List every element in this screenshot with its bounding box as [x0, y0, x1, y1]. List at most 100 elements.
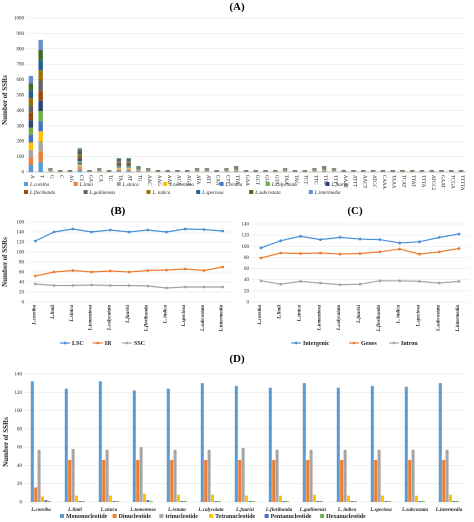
- bar: [37, 449, 41, 502]
- y-tick-label: 40: [17, 464, 23, 469]
- x-tick-label: TAAA: [391, 175, 396, 189]
- chart-d: (D) Number of SSRs 0 20 40 60 80 100 120 140 L.c…: [2, 353, 466, 520]
- bar: [64, 388, 68, 502]
- data-point: [52, 284, 56, 287]
- data-point: [165, 268, 168, 272]
- y-tick-label: 600: [17, 78, 25, 83]
- bar: [68, 459, 72, 502]
- bar: [353, 501, 357, 502]
- x-tick-label: L.coreiba: [30, 508, 51, 513]
- bar-segment: [126, 163, 131, 165]
- legend-label: L.subcostata: [254, 191, 281, 196]
- legend-label: L.speciosa: [201, 191, 224, 196]
- y-tick-label: 0: [22, 301, 25, 306]
- data-point: [165, 286, 168, 290]
- y-tick-label: 700: [17, 63, 25, 68]
- bar-segment: [28, 157, 34, 165]
- data-point: [299, 279, 302, 283]
- y-tick-label: 300: [17, 124, 25, 129]
- x-tick-label: AAT: [166, 175, 171, 185]
- y-tick-label: 140: [15, 373, 23, 378]
- data-point: [398, 247, 402, 251]
- data-point: [457, 232, 461, 236]
- y-tick-label: 800: [17, 47, 25, 52]
- y-tick-label: 80: [244, 256, 250, 261]
- bar-segment: [77, 149, 82, 152]
- data-point: [90, 230, 93, 234]
- bar-segment: [116, 157, 122, 160]
- x-tick-label: L.calycaiata: [107, 305, 112, 332]
- bar-segment: [38, 70, 43, 81]
- bar: [251, 501, 255, 502]
- legend-swatch: [73, 182, 78, 186]
- x-tick-label: L.renata: [167, 508, 186, 513]
- x-tick-label: AG: [68, 175, 73, 183]
- x-tick-label: L.guilinensis: [299, 508, 327, 513]
- bar-segment: [116, 169, 122, 171]
- x-tick-label: L.limii: [51, 304, 56, 319]
- data-point: [33, 282, 37, 286]
- bar: [41, 496, 44, 502]
- x-tick-label: TA: [117, 175, 122, 182]
- data-point: [202, 269, 206, 272]
- x-tick-label: TC: [107, 175, 112, 182]
- x-tick-label: L.coreiba: [32, 305, 37, 326]
- bar: [438, 383, 442, 502]
- bar: [139, 447, 143, 502]
- bar-segment: [77, 147, 82, 150]
- y-tick-label: 100: [15, 409, 23, 414]
- data-point: [418, 252, 421, 256]
- x-tick-label: L.intermedia: [435, 508, 463, 513]
- bar: [177, 494, 180, 502]
- legend-marker: [392, 341, 396, 345]
- data-point: [71, 227, 75, 231]
- x-tick-label: L.sinica: [298, 305, 303, 323]
- bar-segment: [126, 170, 131, 172]
- legend-label: L.sinica: [122, 183, 139, 188]
- bar-segment: [28, 120, 34, 128]
- legend-label: L.limii: [79, 183, 94, 188]
- bar: [109, 495, 112, 502]
- bar-segment: [77, 151, 82, 154]
- bar-segment: [126, 166, 131, 168]
- legend-label: L.tomentosa: [168, 183, 194, 188]
- x-tick-label: ATA: [195, 175, 200, 185]
- bar-segment: [77, 155, 82, 158]
- x-tick-label: L.speciosa: [369, 508, 392, 513]
- bar-segment: [28, 105, 34, 113]
- bar-segment: [116, 161, 122, 163]
- bar-segment: [116, 164, 122, 166]
- panel-b-label: (B): [111, 205, 126, 217]
- y-tick-label: 60: [19, 271, 25, 276]
- bar: [306, 459, 310, 502]
- bar: [411, 449, 415, 502]
- x-tick-label: TTA: [234, 175, 239, 185]
- x-tick-label: TTC: [312, 175, 317, 185]
- x-tick-label: L.faurisi: [126, 304, 131, 324]
- x-tick-label: G: [48, 175, 53, 179]
- bar-segment: [38, 131, 43, 142]
- legend-swatch: [209, 514, 214, 518]
- data-point: [299, 252, 302, 255]
- x-tick-label: TTAT: [410, 175, 415, 187]
- bar-segment: [38, 100, 43, 112]
- x-tick-label: L.limii: [67, 508, 82, 513]
- bar-segment: [126, 164, 131, 166]
- legend-label: Intergenic: [303, 341, 330, 347]
- data-point: [378, 238, 382, 241]
- bar: [452, 501, 456, 502]
- x-tick-label: L.subcostata: [201, 305, 206, 332]
- bar-segment: [116, 159, 122, 161]
- legend-label: Tetranucleotide: [215, 514, 255, 520]
- y-tick-label: 100: [17, 155, 25, 160]
- legend-swatch: [320, 514, 325, 518]
- bar-segment: [77, 160, 82, 163]
- bar: [34, 487, 38, 502]
- legend-swatch: [60, 514, 64, 518]
- bar: [44, 500, 48, 502]
- bar-segment: [77, 153, 82, 156]
- y-tick-label: 1000: [14, 17, 25, 22]
- bar: [268, 387, 272, 502]
- y-tick-label: 80: [17, 427, 23, 432]
- bar-segment: [77, 170, 82, 172]
